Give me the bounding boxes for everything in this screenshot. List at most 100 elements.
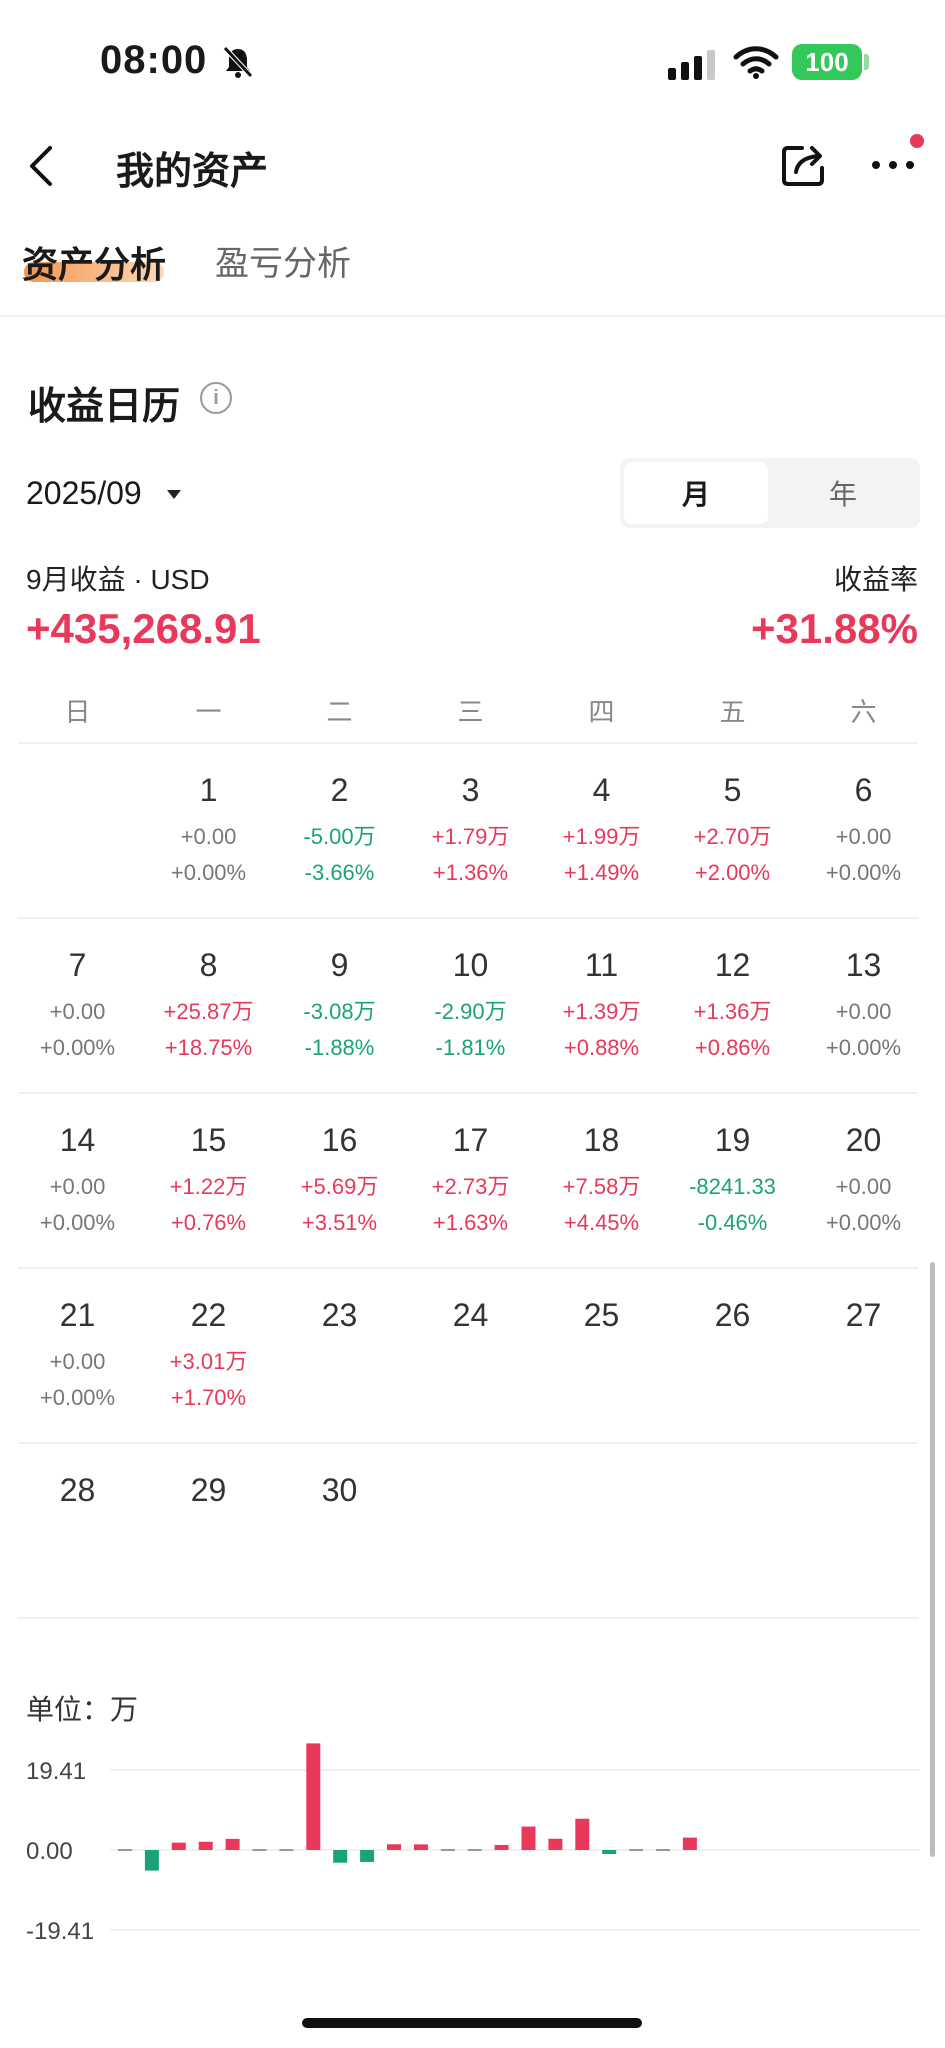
calendar-day-cell[interactable]: 20 +0.00 +0.00% — [798, 1092, 929, 1267]
calendar-day-cell[interactable]: 6 +0.00 +0.00% — [798, 742, 929, 917]
day-pnl-percent: +0.00% — [825, 1210, 902, 1235]
more-icon[interactable] — [870, 155, 916, 175]
calendar-day-cell[interactable]: 17 +2.73万 +1.63% — [405, 1092, 536, 1267]
calendar-row-divider — [18, 742, 918, 744]
calendar-day-cell[interactable]: 8 +25.87万 +18.75% — [143, 917, 274, 1092]
calendar-day-cell[interactable]: 23 — [274, 1267, 405, 1442]
calendar-day-cell[interactable]: 4 +1.99万 +1.49% — [536, 742, 667, 917]
chart-bar — [548, 1838, 563, 1850]
calendar-day-cell[interactable]: 27 — [798, 1267, 929, 1442]
calendar-day-cell[interactable]: 16 +5.69万 +3.51% — [274, 1092, 405, 1267]
day-number: 8 — [199, 947, 218, 983]
day-pnl-percent: +18.75% — [164, 1035, 253, 1060]
tab-pnl-analysis[interactable]: 盈亏分析 — [215, 245, 351, 283]
calendar-day-cell[interactable]: 19 -8241.33 -0.46% — [667, 1092, 798, 1267]
day-number: 19 — [714, 1122, 751, 1158]
day-number: 6 — [854, 772, 873, 808]
day-pnl-value: +0.00 — [49, 999, 106, 1024]
day-pnl-value: +0.00 — [49, 1349, 106, 1374]
calendar-day-cell[interactable]: 26 — [667, 1267, 798, 1442]
calendar-day-cell[interactable]: 1 +0.00 +0.00% — [143, 742, 274, 917]
day-pnl-percent: +0.00% — [825, 1035, 902, 1060]
day-number: 18 — [583, 1122, 620, 1158]
status-time: 08:00 — [100, 38, 208, 82]
day-pnl-value: +0.00 — [835, 824, 892, 849]
calendar-day-cell[interactable]: 15 +1.22万 +0.76% — [143, 1092, 274, 1267]
weekday-label: 三 — [457, 697, 484, 727]
calendar-day-cell[interactable]: 10 -2.90万 -1.81% — [405, 917, 536, 1092]
signal-icon — [668, 50, 715, 80]
calendar-day-cell[interactable]: 21 +0.00 +0.00% — [12, 1267, 143, 1442]
calendar-day-cell[interactable]: 3 +1.79万 +1.36% — [405, 742, 536, 917]
weekday-label: 六 — [850, 697, 877, 727]
battery-indicator: 100 — [792, 44, 862, 80]
calendar-day-cell[interactable]: 9 -3.08万 -1.88% — [274, 917, 405, 1092]
calendar-day-cell[interactable]: 29 — [143, 1442, 274, 1617]
day-number: 2 — [330, 772, 349, 808]
day-number: 27 — [845, 1297, 882, 1333]
day-pnl-value: +0.00 — [835, 999, 892, 1024]
chart-bar — [198, 1841, 213, 1850]
chart-bar — [144, 1850, 159, 1871]
day-pnl-value: -2.90万 — [434, 999, 507, 1024]
share-icon[interactable] — [780, 140, 828, 188]
calendar-day-cell[interactable]: 25 — [536, 1267, 667, 1442]
day-number: 14 — [59, 1122, 96, 1158]
calendar-day-cell[interactable]: 30 — [274, 1442, 405, 1617]
calendar-day-cell[interactable]: 24 — [405, 1267, 536, 1442]
calendar-day-cell[interactable]: 22 +3.01万 +1.70% — [143, 1267, 274, 1442]
calendar-day-cell[interactable]: 2 -5.00万 -3.66% — [274, 742, 405, 917]
day-pnl-percent: +0.86% — [694, 1035, 771, 1060]
caret-down-icon[interactable] — [167, 490, 181, 499]
chart-bar — [602, 1850, 617, 1854]
day-pnl-percent: +0.76% — [170, 1210, 247, 1235]
day-pnl-percent: +1.63% — [432, 1210, 509, 1235]
home-indicator — [302, 2018, 642, 2028]
chart-bar — [413, 1844, 428, 1850]
info-icon[interactable]: i — [200, 382, 232, 414]
day-pnl-percent: +1.70% — [170, 1385, 247, 1410]
day-number: 17 — [452, 1122, 489, 1158]
active-tab-indicator — [24, 262, 164, 282]
weekday-label: 一 — [195, 697, 222, 727]
battery-level: 100 — [805, 46, 849, 77]
day-number: 30 — [321, 1472, 358, 1508]
calendar-day-cell[interactable]: 14 +0.00 +0.00% — [12, 1092, 143, 1267]
calendar-row-divider — [18, 1617, 918, 1619]
weekday-label: 二 — [326, 697, 353, 727]
month-selector[interactable]: 2025/09 — [26, 475, 142, 511]
calendar-row-divider — [18, 1092, 918, 1094]
back-chevron-icon[interactable] — [22, 142, 62, 190]
calendar-day-cell[interactable]: 7 +0.00 +0.00% — [12, 917, 143, 1092]
day-number: 15 — [190, 1122, 227, 1158]
toggle-month[interactable]: 月 — [624, 462, 768, 524]
day-number: 12 — [714, 947, 751, 983]
page-title: 我的资产 — [116, 151, 269, 193]
notification-dot — [910, 134, 924, 148]
calendar-day-cell[interactable]: 18 +7.58万 +4.45% — [536, 1092, 667, 1267]
calendar-day-cell[interactable]: 28 — [12, 1442, 143, 1617]
return-rate-value: +31.88% — [751, 605, 918, 652]
calendar-day-cell[interactable]: 12 +1.36万 +0.86% — [667, 917, 798, 1092]
day-pnl-value: +1.99万 — [562, 824, 641, 849]
day-number: 1 — [199, 772, 218, 808]
chart-bar — [306, 1743, 321, 1850]
day-pnl-value: +2.70万 — [693, 824, 772, 849]
day-pnl-percent: -0.46% — [697, 1210, 768, 1235]
day-number: 5 — [723, 772, 742, 808]
calendar-day-cell[interactable]: 13 +0.00 +0.00% — [798, 917, 929, 1092]
day-pnl-percent: -1.81% — [435, 1035, 506, 1060]
day-number: 23 — [321, 1297, 358, 1333]
day-number: 29 — [190, 1472, 227, 1508]
calendar-day-cell[interactable]: 5 +2.70万 +2.00% — [667, 742, 798, 917]
daily-pnl-chart: 19.41 0.00 -19.41 — [26, 1743, 920, 1945]
tab-asset-analysis[interactable]: 资产分析 — [22, 244, 167, 285]
bell-muted-icon — [223, 46, 253, 78]
chart-bar — [333, 1850, 348, 1863]
toggle-year[interactable]: 年 — [828, 479, 857, 510]
chart-bar — [171, 1842, 186, 1850]
day-number: 24 — [452, 1297, 489, 1333]
chart-bar — [575, 1818, 590, 1850]
scrollbar[interactable] — [930, 1262, 935, 1857]
calendar-day-cell[interactable]: 11 +1.39万 +0.88% — [536, 917, 667, 1092]
